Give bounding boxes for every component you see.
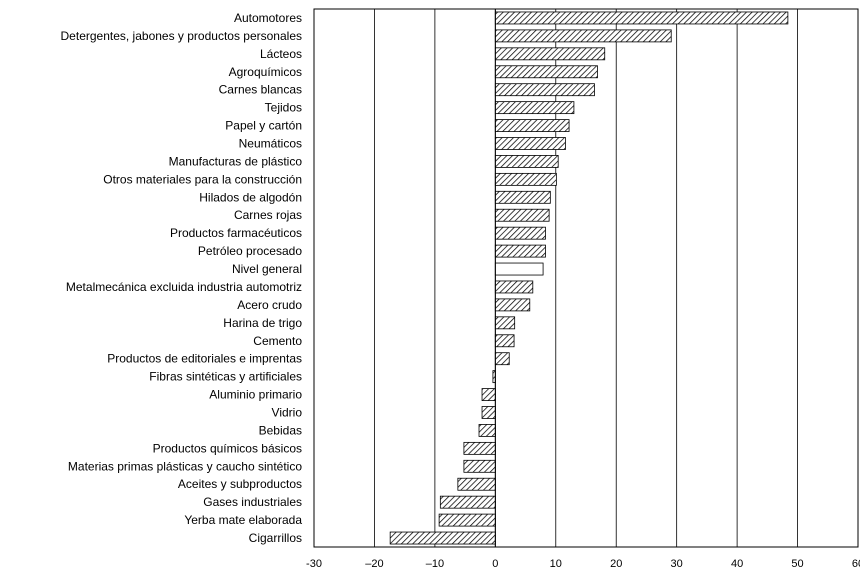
x-tick-label: 50 — [791, 558, 803, 570]
bar — [481, 388, 496, 401]
category-label: Detergentes, jabones y productos persona… — [61, 29, 302, 43]
bar — [494, 208, 550, 222]
category-label: Cemento — [253, 334, 302, 348]
category-label: Otros materiales para la construcción — [103, 172, 302, 186]
bar — [494, 101, 575, 115]
category-label: Bebidas — [259, 423, 302, 437]
category-label: Petróleo procesado — [198, 244, 302, 258]
x-tick-label: 20 — [610, 558, 622, 570]
bar — [494, 65, 598, 79]
category-label: Carnes blancas — [219, 83, 302, 97]
category-label: Cigarrillos — [249, 531, 302, 545]
category-label: Hilados de algodón — [199, 190, 302, 204]
bar — [494, 334, 515, 348]
bar — [494, 226, 546, 240]
category-label: Neumáticos — [239, 137, 302, 151]
bar — [494, 352, 510, 366]
category-label: Lácteos — [260, 47, 302, 61]
category-labels: Automotores Detergentes, jabones y produc… — [61, 11, 303, 545]
bar — [463, 441, 496, 455]
category-label: Productos químicos básicos — [153, 441, 302, 455]
category-label: Nivel general — [232, 262, 302, 276]
bar — [494, 155, 559, 168]
category-label: Fibras sintéticas y artificiales — [149, 370, 302, 384]
category-label: Vidrio — [272, 406, 303, 420]
bar — [494, 29, 672, 43]
bar — [494, 83, 595, 97]
category-label: Agroquímicos — [229, 65, 302, 79]
category-label: Automotores — [234, 11, 302, 25]
x-tick-label: 60 — [852, 558, 860, 570]
category-label: Carnes rojas — [234, 208, 302, 222]
category-label: Productos de editoriales e imprentas — [107, 352, 302, 366]
category-label: Metalmecánica excluida industria automot… — [66, 280, 302, 294]
bar — [494, 316, 516, 330]
category-label: Materias primas plásticas y caucho sinté… — [68, 459, 302, 473]
category-label: Tejidos — [265, 101, 302, 115]
bar — [494, 119, 570, 132]
category-label: Yerba mate elaborada — [184, 513, 302, 527]
bar — [494, 11, 789, 25]
plot-frame — [313, 8, 859, 548]
category-label: Aceites y subproductos — [178, 477, 302, 491]
bar — [478, 424, 496, 437]
category-label: Gases industriales — [203, 495, 302, 509]
x-tick-label: –20 — [365, 558, 383, 570]
x-tick-label: 30 — [671, 558, 683, 570]
bar — [494, 244, 546, 258]
bar — [439, 495, 496, 509]
x-tick-label: –10 — [426, 558, 444, 570]
bar — [457, 477, 496, 491]
bar — [463, 459, 496, 473]
category-label: Aluminio primario — [209, 388, 302, 402]
category-label: Harina de trigo — [223, 316, 302, 330]
x-tick-label: 0 — [492, 558, 498, 570]
category-label: Manufacturas de plástico — [169, 154, 303, 168]
bar — [494, 298, 531, 312]
x-tick-label: 10 — [550, 558, 562, 570]
x-tick-label: 40 — [731, 558, 743, 570]
bar — [494, 190, 551, 204]
bar — [389, 531, 496, 545]
bar — [494, 47, 606, 61]
bar — [494, 137, 566, 150]
category-label: Acero crudo — [237, 298, 302, 312]
bar — [494, 172, 557, 186]
bar — [481, 406, 496, 419]
category-label: Papel y cartón — [225, 119, 302, 133]
bar — [494, 280, 534, 294]
bars — [389, 9, 789, 547]
x-tick-label: -30 — [306, 558, 322, 570]
category-label: Productos farmacéuticos — [170, 226, 302, 240]
bar — [438, 513, 496, 527]
bar-nivel-general — [494, 262, 544, 276]
x-axis-tick-labels: -30 –20 –10 0 10 20 30 40 50 60 — [306, 558, 860, 570]
